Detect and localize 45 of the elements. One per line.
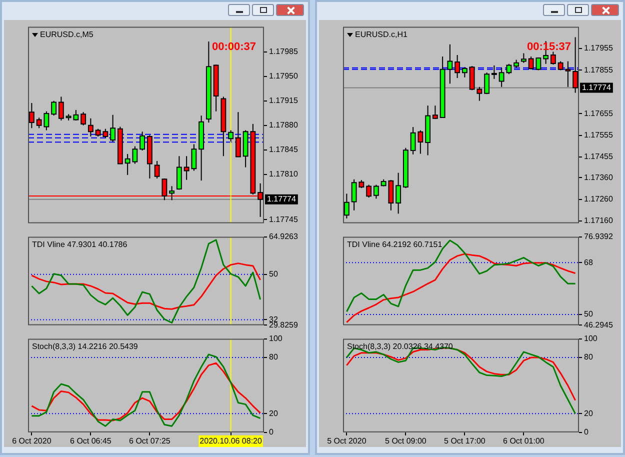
ref-line-label: 1.17774 xyxy=(582,82,612,92)
y-tick-label: 76.9392 xyxy=(584,232,614,242)
y-tick-label: 46.2945 xyxy=(584,320,614,330)
y-tick-label: 1.17810 xyxy=(269,169,298,178)
y-tick-label: 50 xyxy=(269,270,278,279)
y-tick-label: 1.17915 xyxy=(269,96,298,106)
chart-title: EURUSD.c,H1 xyxy=(355,30,408,40)
y-tick-label: 68 xyxy=(584,258,594,267)
x-tick-label: 6 Oct 01:00 xyxy=(503,436,545,446)
y-tick-label: 100 xyxy=(269,334,283,344)
y-tick-label: 1.17745 xyxy=(269,214,298,224)
y-tick-label: 20 xyxy=(584,408,594,418)
y-tick-label: 1.17880 xyxy=(269,120,298,130)
y-tick-label: 0 xyxy=(584,428,589,437)
x-tick-label: 2020.10.06 08:20 xyxy=(200,436,263,446)
y-tick-label: 1.17950 xyxy=(269,72,298,81)
y-tick-label: 80 xyxy=(584,352,594,362)
y-tick-label: 100 xyxy=(584,334,598,344)
chart-title: Stoch(8,3,3) 14.2216 20.5439 xyxy=(32,342,138,352)
y-tick-label: 1.17955 xyxy=(584,44,614,53)
x-tick-label: 5 Oct 09:00 xyxy=(385,436,427,446)
chart-title: EURUSD.c,M5 xyxy=(40,30,94,40)
y-tick-label: 1.17845 xyxy=(269,145,298,154)
x-tick-label: 6 Oct 2020 xyxy=(12,436,52,446)
y-tick-label: 1.17855 xyxy=(584,65,614,74)
x-tick-label: 6 Oct 07:25 xyxy=(129,436,171,446)
y-tick-label: 1.17360 xyxy=(584,172,614,182)
ref-line-label: 1.17774 xyxy=(267,194,296,204)
y-tick-label: 29.8259 xyxy=(269,320,298,330)
y-tick-label: 50 xyxy=(584,310,594,319)
y-tick-label: 20 xyxy=(269,408,278,418)
chart-title: TDI Vline 64.2192 60.7151 xyxy=(347,240,443,250)
x-tick-label: 5 Oct 17:00 xyxy=(444,436,486,446)
y-tick-label: 1.17455 xyxy=(584,152,614,162)
chart-title: TDI Vline 47.9301 40.1786 xyxy=(32,240,128,250)
y-tick-label: 80 xyxy=(269,352,278,362)
x-tick-label: 5 Oct 2020 xyxy=(327,436,367,446)
y-tick-label: 1.17655 xyxy=(584,108,614,118)
y-tick-label: 64.9263 xyxy=(269,232,298,242)
y-tick-label: 1.17985 xyxy=(269,47,298,56)
x-tick-label: 6 Oct 06:45 xyxy=(70,436,112,446)
y-tick-label: 0 xyxy=(269,428,274,437)
y-tick-label: 1.17555 xyxy=(584,130,614,140)
y-tick-label: 1.17260 xyxy=(584,194,614,204)
y-tick-label: 1.17160 xyxy=(584,216,614,226)
